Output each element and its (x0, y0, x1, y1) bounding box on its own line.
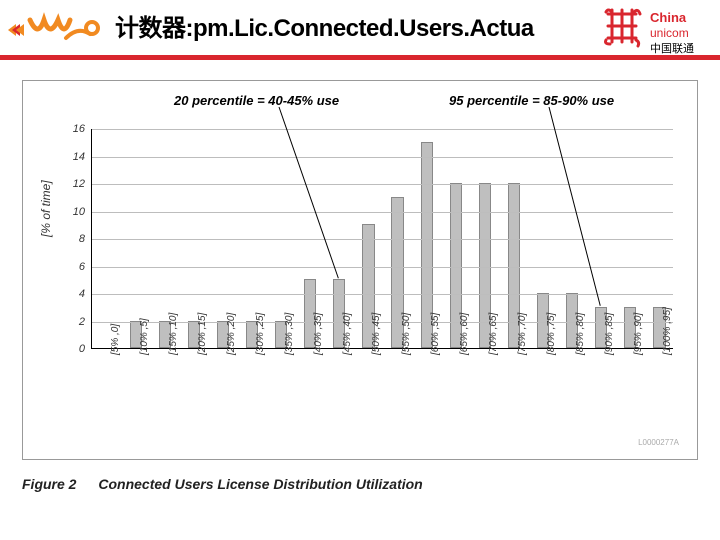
x-tick-label: [5, 10%] (139, 318, 150, 355)
figure-id: L0000277A (638, 438, 679, 447)
y-tick-label: 14 (29, 151, 85, 163)
chart-annotation: 20 percentile = 40-45% use (174, 93, 339, 108)
gridline (92, 157, 673, 158)
x-tick-label: [55, 60%] (430, 313, 441, 355)
gridline (92, 212, 673, 213)
y-tick-label: 10 (29, 206, 85, 218)
x-tick-label: [85, 90%] (604, 313, 615, 355)
chart-inner: [% of time] L0000277A 20 percentile = 40… (29, 87, 691, 453)
gridline (92, 129, 673, 130)
chart-container: [% of time] L0000277A 20 percentile = 40… (22, 80, 698, 460)
y-tick-label: 16 (29, 123, 85, 135)
x-tick-label: [10, 15%] (168, 313, 179, 355)
x-tick-label: [35, 40%] (313, 313, 324, 355)
figure-caption: Figure 2 Connected Users License Distrib… (22, 476, 423, 492)
x-tick-label: [75, 80%] (546, 313, 557, 355)
x-tick-label: [50, 55%] (401, 313, 412, 355)
china-unicom-logo: China unicom 中国联通 (600, 4, 710, 56)
y-tick-label: 0 (29, 343, 85, 355)
y-tick-label: 8 (29, 233, 85, 245)
logo-text-cn: 中国联通 (650, 42, 694, 55)
x-tick-label: [40, 45%] (342, 313, 353, 355)
x-tick-label: [95, 100%] (662, 307, 673, 355)
gridline (92, 294, 673, 295)
page: 计数器:pm.Lic.Connected.Users.Actua China u… (0, 0, 720, 540)
wo-logo (6, 10, 101, 50)
x-tick-label: [65, 70%] (488, 313, 499, 355)
gridline (92, 184, 673, 185)
x-tick-label: [20, 25%] (226, 313, 237, 355)
x-tick-label: [60, 65%] (459, 313, 470, 355)
y-tick-label: 6 (29, 261, 85, 273)
x-tick-label: [70, 75%] (517, 313, 528, 355)
header: 计数器:pm.Lic.Connected.Users.Actua China u… (0, 0, 720, 60)
y-tick-label: 4 (29, 288, 85, 300)
caption-label: Figure 2 (22, 476, 76, 492)
caption-text: Connected Users License Distribution Uti… (98, 476, 422, 492)
x-tick-label: [0, 5%] (110, 324, 121, 355)
x-tick-label: [80, 85%] (575, 313, 586, 355)
x-tick-label: [30, 35%] (284, 313, 295, 355)
y-tick-label: 12 (29, 178, 85, 190)
gridline (92, 239, 673, 240)
gridline (92, 267, 673, 268)
x-tick-label: [45, 50%] (371, 313, 382, 355)
chart-annotation: 95 percentile = 85-90% use (449, 93, 614, 108)
x-tick-label: [15, 20%] (197, 313, 208, 355)
logo-text-bottom: unicom (650, 26, 689, 40)
page-title: 计数器:pm.Lic.Connected.Users.Actua (115, 8, 534, 43)
logo-text-top: China (650, 10, 687, 25)
x-tick-label: [90, 95%] (633, 313, 644, 355)
y-tick-label: 2 (29, 316, 85, 328)
x-tick-label: [25, 30%] (255, 313, 266, 355)
